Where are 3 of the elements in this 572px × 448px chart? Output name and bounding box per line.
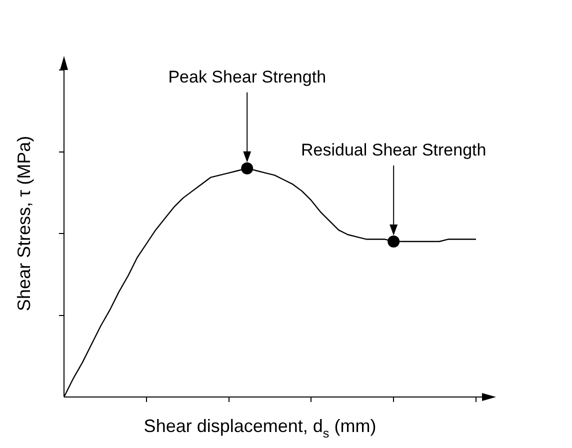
- annotation: Residual Shear Strength: [300, 140, 486, 160]
- y-axis-title: Shear Stress, τ (MPa): [14, 136, 34, 312]
- annotation: Peak Shear Strength: [168, 67, 326, 86]
